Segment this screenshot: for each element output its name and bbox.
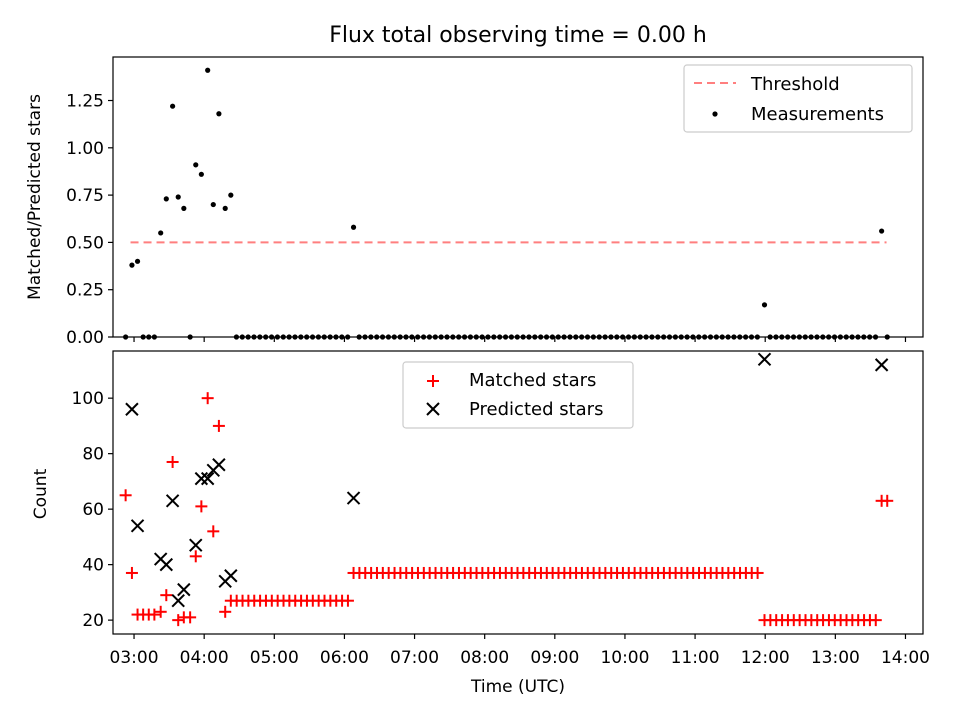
measurement-point bbox=[193, 162, 199, 168]
matched-star-point bbox=[160, 589, 173, 602]
bottom-legend-box bbox=[402, 361, 634, 429]
predicted-star-point bbox=[212, 458, 226, 472]
predicted-star-point bbox=[165, 494, 180, 508]
measurement-point bbox=[170, 103, 176, 109]
top-y-tick-label: 0.00 bbox=[66, 328, 104, 348]
predicted-star-point bbox=[346, 491, 361, 505]
predicted-star-point bbox=[171, 593, 185, 608]
top-legend-box bbox=[683, 64, 913, 133]
bottom-y-tick-label: 80 bbox=[82, 445, 104, 465]
matched-star-point bbox=[184, 611, 197, 624]
top-y-tick-label: 0.25 bbox=[66, 281, 104, 301]
bottom-y-tick-label: 100 bbox=[72, 389, 104, 409]
matched-star-point bbox=[189, 550, 202, 563]
legend-threshold-label: Threshold bbox=[750, 74, 840, 95]
bottom-y-axis: 20 40 60 80 100 bbox=[72, 389, 113, 631]
legend-predicted-swatch bbox=[426, 402, 440, 416]
top-y-tick-label: 0.50 bbox=[66, 233, 104, 253]
matched-star-point bbox=[881, 494, 894, 507]
measurement-point bbox=[163, 196, 169, 202]
legend-predicted-label: Predicted stars bbox=[469, 399, 603, 420]
predicted-star-point bbox=[125, 402, 139, 416]
measurement-point bbox=[210, 201, 216, 208]
matched-star-point bbox=[751, 566, 764, 579]
top-y-tick-label: 1.25 bbox=[66, 92, 104, 112]
x-tick-label: 14:00 bbox=[881, 648, 930, 668]
measurement-point bbox=[222, 205, 228, 211]
top-legend: Threshold Measurements bbox=[683, 64, 913, 133]
x-tick-label: 05:00 bbox=[250, 648, 299, 668]
measurement-point bbox=[198, 171, 204, 177]
predicted-star-point bbox=[194, 471, 209, 486]
x-tick-label: 04:00 bbox=[180, 648, 229, 668]
matched-star-point bbox=[201, 392, 214, 405]
measurement-point bbox=[181, 205, 187, 211]
matched-star-point bbox=[154, 605, 167, 618]
matched-star-point bbox=[869, 614, 882, 627]
top-y-axis-label: Matched/Predicted stars bbox=[25, 94, 45, 300]
predicted-star-point bbox=[177, 582, 191, 597]
x-tick-label: 11:00 bbox=[671, 648, 720, 668]
matched-star-point bbox=[219, 605, 232, 618]
predicted-star-point bbox=[874, 358, 889, 372]
chart-title: Flux total observing time = 0.00 h bbox=[329, 23, 707, 48]
x-axis-label: Time (UTC) bbox=[470, 677, 565, 697]
x-tick-label: 13:00 bbox=[811, 648, 860, 668]
matched-star-point bbox=[166, 455, 179, 468]
top-y-tick-label: 1.00 bbox=[66, 139, 104, 159]
x-tick-label: 10:00 bbox=[600, 648, 649, 668]
x-tick-label: 09:00 bbox=[530, 648, 579, 668]
measurement-point bbox=[129, 262, 135, 268]
legend-matched-swatch bbox=[427, 375, 439, 387]
bottom-y-axis-label: Count bbox=[31, 468, 51, 519]
measurement-point bbox=[216, 111, 222, 117]
matched-star-point bbox=[341, 594, 354, 607]
measurement-point bbox=[228, 192, 234, 198]
top-panel: Matched/Predicted stars 0.00 0.25 0.50 0.75… bbox=[25, 56, 924, 348]
top-y-axis: 0.00 0.25 0.50 0.75 1.00 1.25 bbox=[66, 92, 113, 348]
bottom-panel: Count 20 40 60 80 100 03:00 04:00 05:00 06:00 07… bbox=[31, 350, 930, 697]
legend-measurements-label: Measurements bbox=[751, 104, 884, 125]
matched-star-point bbox=[148, 608, 161, 621]
matched-star-point bbox=[125, 566, 138, 579]
legend-matched-label: Matched stars bbox=[469, 370, 596, 391]
x-tick-label: 08:00 bbox=[460, 648, 509, 668]
measurement-point bbox=[158, 230, 164, 236]
measurement-point bbox=[134, 258, 141, 264]
bottom-legend: Matched stars Predicted stars bbox=[402, 361, 634, 429]
predicted-star-point bbox=[159, 557, 174, 572]
top-axes-frame bbox=[112, 56, 924, 338]
measurement-point bbox=[175, 194, 181, 200]
bottom-axes-frame bbox=[112, 350, 924, 635]
bottom-y-tick-label: 40 bbox=[82, 556, 104, 576]
bottom-plot-area bbox=[119, 352, 894, 627]
bottom-x-axis: 03:00 04:00 05:00 06:00 07:00 08:00 09:00 10:00… bbox=[110, 634, 930, 668]
predicted-star-point bbox=[224, 569, 238, 583]
bottom-y-tick-label: 60 bbox=[82, 500, 104, 520]
matched-star-point bbox=[212, 419, 225, 432]
bottom-y-tick-label: 20 bbox=[82, 611, 104, 631]
x-tick-label: 12:00 bbox=[741, 648, 790, 668]
x-tick-label: 03:00 bbox=[110, 648, 159, 668]
x-tick-label: 06:00 bbox=[320, 648, 369, 668]
top-x-axis-ticks bbox=[133, 337, 907, 342]
matched-star-point bbox=[172, 614, 185, 627]
predicted-star-point bbox=[757, 352, 772, 367]
measurement-point bbox=[761, 302, 768, 308]
predicted-star-point bbox=[200, 471, 215, 486]
x-tick-label: 07:00 bbox=[390, 648, 439, 668]
measurement-point bbox=[205, 67, 211, 73]
measurement-point bbox=[350, 224, 357, 230]
matched-star-point bbox=[207, 525, 220, 538]
matched-star-point bbox=[195, 500, 208, 513]
measurement-point bbox=[879, 228, 885, 234]
legend-measurements-swatch bbox=[712, 111, 718, 117]
top-y-tick-label: 0.75 bbox=[66, 186, 104, 206]
predicted-star-point bbox=[189, 538, 203, 552]
matched-star-point bbox=[119, 489, 132, 502]
predicted-star-point bbox=[130, 519, 145, 533]
